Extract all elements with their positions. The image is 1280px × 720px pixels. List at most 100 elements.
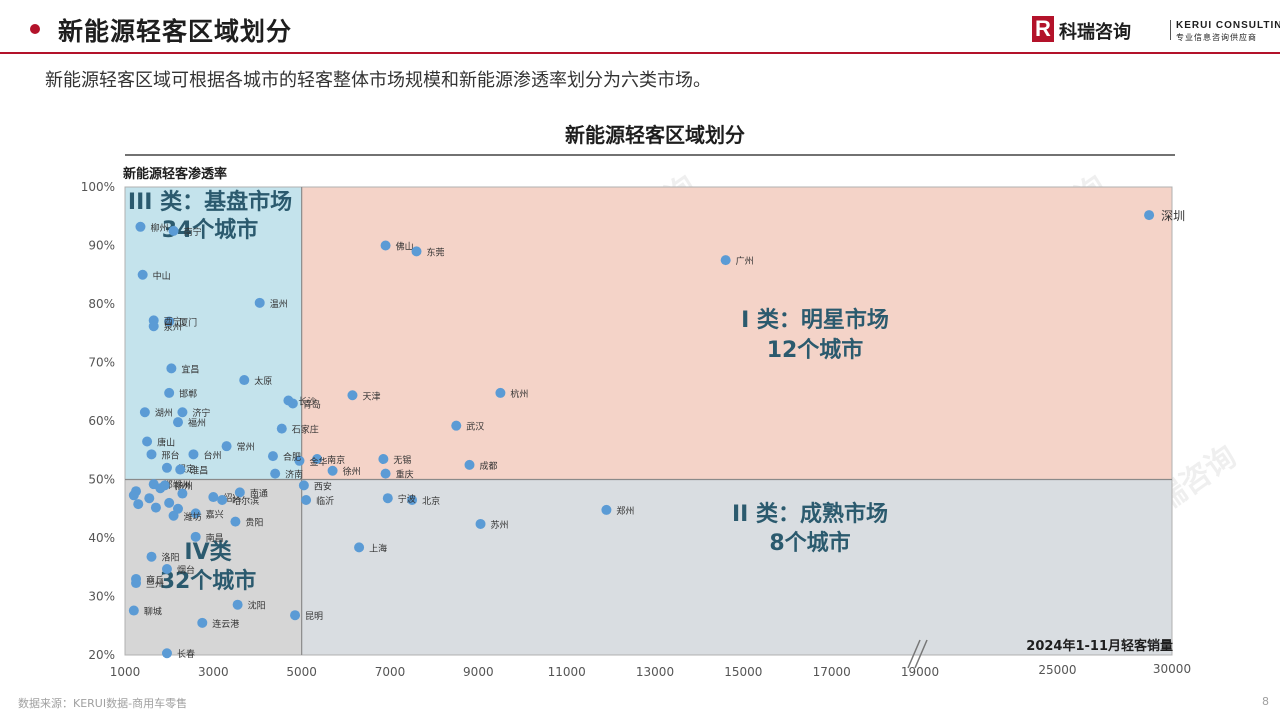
point-label: 西宁	[164, 315, 182, 327]
data-point	[411, 246, 422, 257]
data-point	[380, 468, 391, 479]
data-point	[168, 225, 179, 236]
data-point	[190, 508, 201, 519]
x-tick-label: 7000	[375, 665, 406, 679]
data-point	[135, 221, 146, 232]
point-label: 洛阳	[162, 552, 180, 564]
point-label: 南通	[250, 487, 268, 499]
chart-title: 新能源轻客区域划分	[565, 123, 745, 147]
point-label: 合肥	[283, 451, 301, 463]
data-point	[164, 316, 175, 327]
point-label: 商丘	[146, 574, 164, 586]
y-axis-label: 新能源轻客渗透率	[123, 166, 227, 182]
data-point	[164, 497, 175, 508]
data-point	[177, 407, 188, 418]
quadrant-count: 8个城市	[769, 530, 850, 556]
data-point	[144, 493, 155, 504]
axis-break-icon	[914, 639, 928, 669]
data-point	[173, 503, 183, 514]
x-tick-label: 15000	[724, 665, 762, 679]
point-label: 临沂	[316, 495, 334, 507]
slide-title: 新能源轻客区域划分	[58, 17, 293, 46]
point-label: 成都	[480, 460, 498, 472]
point-label: 上海	[369, 542, 387, 554]
data-point	[190, 531, 201, 542]
data-point	[276, 423, 287, 434]
point-label: 淮昌	[190, 466, 208, 477]
point-label: 深圳	[1161, 209, 1185, 223]
data-point	[267, 451, 278, 462]
data-point	[495, 387, 506, 398]
y-tick-label: 50%	[88, 473, 115, 487]
point-label: 哈尔滨	[232, 495, 259, 507]
data-point	[150, 502, 161, 513]
y-tick-label: 30%	[88, 590, 115, 604]
data-point	[312, 454, 323, 465]
data-point	[234, 487, 245, 498]
data-point	[378, 454, 389, 465]
y-tick-label: 80%	[88, 297, 115, 311]
logo-tagline: 专业信息咨询供应商	[1176, 33, 1257, 42]
logo-name-cn: 科瑞咨询	[1059, 22, 1131, 43]
point-label: 济南	[285, 469, 303, 481]
point-label: 连云港	[212, 618, 239, 630]
x-axis-label: 2024年1-11月轻客销量	[1026, 638, 1173, 654]
data-point	[217, 494, 228, 505]
data-source-note: 数据来源：KERUI数据-商用车零售	[18, 697, 188, 710]
slide-subtitle: 新能源轻客区域可根据各城市的轻客整体市场规模和新能源渗透率划分为六类市场。	[45, 70, 711, 91]
quadrant-III-bg	[125, 187, 302, 480]
point-label: 石家庄	[292, 424, 319, 436]
point-label: 聊城	[144, 606, 162, 618]
quadrant-label: II 类：成熟市场	[732, 501, 888, 527]
quadrant-label: III 类：基盘市场	[128, 189, 292, 215]
quadrant-label: IV类	[184, 540, 232, 565]
point-label: 温州	[270, 299, 288, 310]
header-divider	[0, 52, 1280, 54]
y-tick-label: 40%	[88, 531, 115, 545]
data-point	[208, 492, 219, 503]
data-point	[188, 449, 199, 460]
data-point	[146, 551, 157, 562]
point-label: 柳州	[150, 222, 168, 234]
point-label: 嘉兴	[206, 508, 224, 520]
page-number: 8	[1262, 695, 1269, 708]
quadrant-I-bg	[301, 187, 1173, 480]
data-point	[1144, 210, 1155, 221]
data-point	[148, 321, 159, 332]
logo-mark-icon: R	[1032, 16, 1054, 42]
data-point	[475, 518, 486, 529]
point-label: 宁波	[398, 493, 416, 505]
point-label: 邯郸州	[164, 479, 191, 491]
y-tick-label: 100%	[81, 180, 115, 194]
x-tick-label: 17000	[813, 665, 851, 679]
x-tick-label: 25000	[1038, 663, 1076, 677]
data-point	[298, 480, 309, 491]
point-label: 邢台	[162, 449, 180, 461]
data-point	[354, 542, 365, 553]
data-point	[290, 610, 301, 621]
point-label: 东莞	[427, 246, 445, 258]
data-point	[142, 436, 153, 447]
x-tick-label: 11000	[548, 665, 586, 679]
point-label: 重庆	[396, 469, 414, 481]
slide-header: 新能源轻客区域划分	[0, 0, 1280, 58]
plot-border	[124, 186, 1173, 656]
data-point	[232, 599, 243, 610]
data-point	[347, 390, 358, 401]
point-label: 长沙	[298, 396, 316, 408]
x-tick-label: 13000	[636, 665, 674, 679]
point-label: 贵阳	[245, 517, 263, 529]
quadrant-count: 32个城市	[160, 568, 257, 594]
point-label: 台州	[203, 449, 221, 461]
data-point	[327, 465, 338, 476]
point-label: 无锡	[393, 455, 411, 466]
point-label: 中山	[153, 270, 171, 282]
point-label: 南宁	[184, 226, 202, 238]
point-label: 沈阳	[248, 600, 266, 612]
point-label: 杭州	[510, 388, 528, 400]
point-label: 唐山	[157, 436, 175, 448]
data-point	[128, 490, 139, 501]
data-point	[254, 297, 265, 308]
data-point	[301, 494, 312, 505]
point-label: 青岛	[303, 398, 321, 410]
